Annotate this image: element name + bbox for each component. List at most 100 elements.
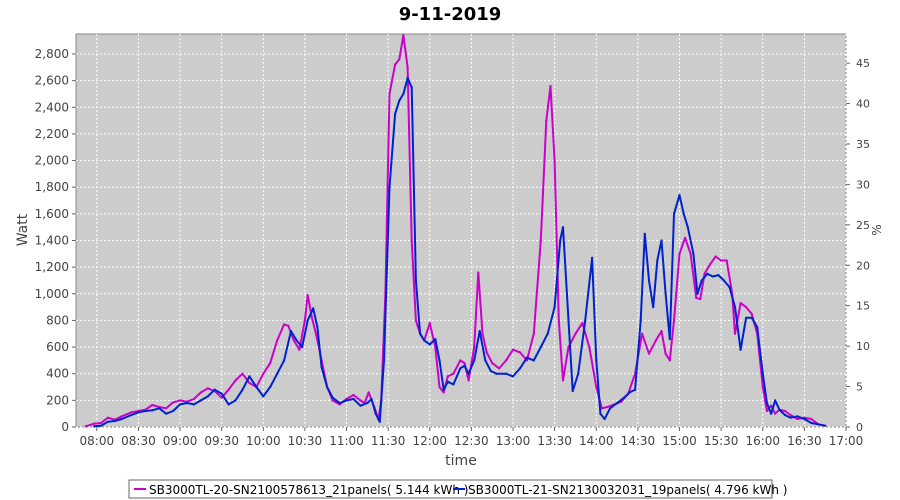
x-tick-label: 08:00 <box>80 434 115 448</box>
series-2-point <box>696 292 699 295</box>
series-2-point <box>774 399 777 402</box>
series-2-point <box>761 372 764 375</box>
series-1-point <box>241 372 244 375</box>
series-2-point <box>316 326 319 329</box>
series-1-point <box>481 332 484 335</box>
series-1-point <box>796 417 799 421</box>
series-1-point <box>672 319 676 322</box>
series-1-point <box>359 399 362 402</box>
y2-tick-label: 25 <box>856 219 870 232</box>
series-2-point <box>739 348 742 351</box>
series-2-point <box>733 306 737 309</box>
series-1-point <box>477 271 480 274</box>
series-2-point <box>452 383 455 386</box>
series-2-point <box>750 316 753 319</box>
series-2-point <box>320 366 323 369</box>
y2-tick-label: 0 <box>856 421 863 434</box>
series-2-point <box>144 409 147 413</box>
series-2-point <box>331 396 334 399</box>
series-1-point <box>708 263 712 266</box>
y2-tick-label: 15 <box>856 300 870 313</box>
series-2-point <box>312 307 315 310</box>
y-tick-label: 1,200 <box>35 260 69 274</box>
x-tick-label: 14:00 <box>579 434 614 448</box>
series-2-point <box>824 424 827 427</box>
series-2-point <box>634 388 637 391</box>
series-2-point <box>652 306 655 309</box>
series-2-point <box>577 372 580 375</box>
series-1-point <box>84 425 87 428</box>
series-2-point <box>434 338 437 341</box>
series-2-point <box>295 339 298 342</box>
series-1-point <box>703 272 706 275</box>
series-2-point <box>647 279 651 282</box>
series-1-point <box>745 306 748 309</box>
series-2-point <box>99 424 103 427</box>
series-2-point <box>678 194 681 197</box>
series-2-point <box>151 409 154 412</box>
series-1-point <box>394 63 397 66</box>
series-1-point <box>567 346 570 349</box>
x-tick-label: 11:00 <box>329 434 364 448</box>
series-1-point <box>654 339 658 342</box>
series-2-point <box>106 420 109 423</box>
series-2-point <box>137 411 140 414</box>
x-tick-label: 08:30 <box>121 434 156 448</box>
series-1-point <box>511 348 515 351</box>
series-2-point <box>505 372 508 375</box>
y-tick-label: 600 <box>46 340 69 354</box>
series-2-point <box>338 401 341 405</box>
series-1-point <box>664 352 667 355</box>
y-tick-label: 400 <box>46 367 69 381</box>
series-1-point <box>331 399 334 402</box>
series-2-point <box>553 306 556 309</box>
series-1-point <box>428 322 431 325</box>
series-1-point <box>678 252 681 255</box>
y2-axis-title: % <box>870 224 884 235</box>
series-2-point <box>388 186 391 189</box>
series-1-point <box>770 404 773 407</box>
series-1-point <box>539 239 542 242</box>
series-1-point <box>298 348 301 351</box>
series-2-point <box>810 421 813 425</box>
series-1-point <box>199 391 202 394</box>
series-2-point <box>567 319 570 322</box>
series-1-point <box>406 66 409 69</box>
series-2-point <box>643 232 646 235</box>
series-1-point <box>561 379 565 382</box>
series-1-point <box>695 296 698 299</box>
series-2-point <box>366 401 369 405</box>
series-1-point <box>739 302 742 305</box>
series-2-point <box>686 226 689 229</box>
series-2-point <box>770 412 773 415</box>
x-tick-label: 11:30 <box>371 434 406 448</box>
series-2-point <box>130 413 133 417</box>
series-1-point <box>761 385 764 389</box>
series-2-point <box>765 401 769 405</box>
x-tick-label: 15:00 <box>662 434 697 448</box>
series-2-point <box>283 359 286 362</box>
series-2-point <box>234 399 237 402</box>
legend: SB3000TL-20-SN2100578613_21panels( 5.144… <box>128 479 787 499</box>
series-1-point <box>92 422 96 425</box>
series-1-point <box>398 58 401 61</box>
series-2-point <box>276 372 279 375</box>
series-1-point <box>292 339 295 342</box>
series-1-point <box>783 409 787 413</box>
series-2-point <box>410 86 413 89</box>
series-2-point <box>668 338 671 341</box>
y2-tick-label: 45 <box>856 57 870 70</box>
series-2-point <box>442 388 445 391</box>
series-1-point <box>410 239 413 242</box>
series-1-point <box>99 421 103 425</box>
legend-label-2: SB3000TL-21-SN2130032031_19panels( 4.796… <box>468 483 787 497</box>
series-2-point <box>473 359 476 362</box>
series-1-point <box>720 259 723 262</box>
series-2-point <box>692 252 695 255</box>
series-2-point <box>179 403 182 406</box>
y2-tick-label: 5 <box>856 381 863 394</box>
series-2-point <box>255 385 258 389</box>
series-2-point <box>248 375 251 378</box>
series-2-point <box>525 356 529 359</box>
